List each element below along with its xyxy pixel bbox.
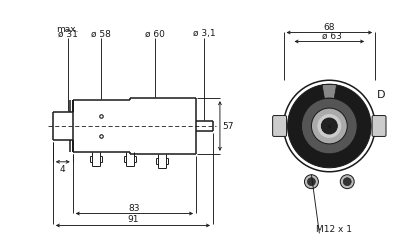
Text: ø 31: ø 31 (58, 29, 78, 38)
Text: 83: 83 (129, 203, 140, 212)
Text: 4: 4 (60, 164, 66, 173)
Circle shape (308, 178, 315, 186)
Circle shape (311, 109, 347, 144)
Text: M12 x 1: M12 x 1 (316, 225, 352, 233)
Text: D: D (377, 90, 386, 100)
Text: ø 63: ø 63 (322, 31, 342, 40)
Circle shape (305, 175, 318, 189)
Text: ø 58: ø 58 (90, 29, 110, 38)
Wedge shape (322, 85, 337, 99)
Text: 91: 91 (127, 215, 139, 224)
Circle shape (301, 99, 357, 154)
FancyBboxPatch shape (372, 116, 386, 137)
Text: ø 3,1: ø 3,1 (193, 29, 215, 38)
Text: 57: 57 (222, 122, 233, 131)
Circle shape (321, 119, 337, 134)
Circle shape (317, 115, 341, 138)
Circle shape (343, 178, 351, 186)
Text: ø 60: ø 60 (145, 29, 165, 38)
Text: 68: 68 (324, 22, 335, 32)
Text: max.: max. (56, 24, 79, 33)
Circle shape (340, 175, 354, 189)
FancyBboxPatch shape (273, 116, 287, 137)
Circle shape (288, 85, 371, 168)
